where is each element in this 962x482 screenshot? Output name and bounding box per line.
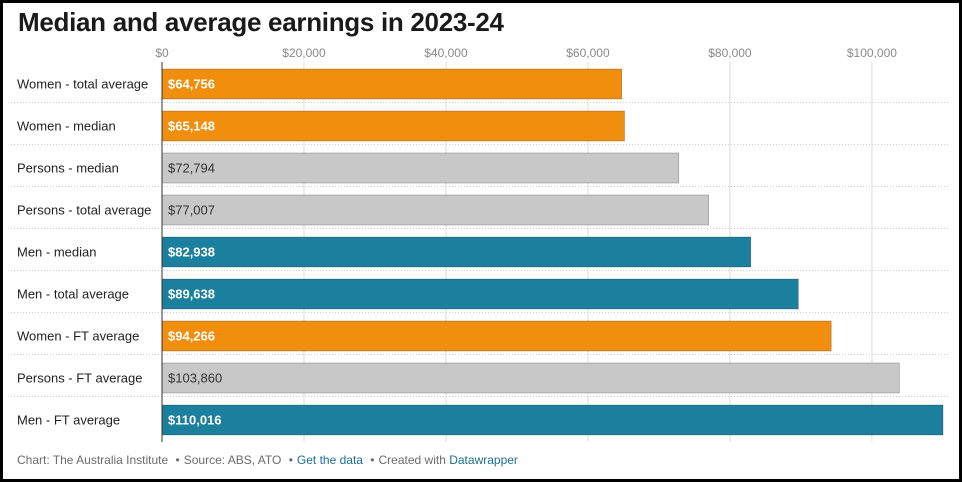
category-label: Persons - total average [17, 203, 151, 218]
category-label: Men - total average [17, 287, 129, 302]
chart-footer: Chart: The Australia Institute • Source: … [17, 453, 518, 467]
bar [161, 110, 625, 142]
value-label: $82,938 [168, 245, 215, 260]
category-label: Persons - median [17, 161, 119, 176]
bar [161, 194, 709, 226]
footer-separator: • [175, 453, 180, 467]
category-label: Women - median [17, 119, 116, 134]
category-label: Persons - FT average [17, 371, 142, 386]
footer-separator: • [288, 453, 293, 467]
bar [161, 236, 752, 268]
chart-source: Source: ABS, ATO [183, 453, 282, 467]
bar [161, 320, 832, 352]
value-label: $103,860 [168, 371, 222, 386]
value-label: $65,148 [168, 119, 215, 134]
value-label: $77,007 [168, 203, 215, 218]
created-with-text: Created with [378, 453, 446, 467]
get-the-data-link[interactable]: Get the data [296, 453, 363, 467]
value-label: $64,756 [168, 77, 215, 92]
chart-title: Median and average earnings in 2023-24 [18, 7, 504, 37]
category-label: Men - FT average [17, 413, 120, 428]
category-label: Women - FT average [17, 329, 139, 344]
x-tick-label: $80,000 [708, 46, 752, 60]
x-tick-label: $0 [155, 46, 169, 60]
value-label: $89,638 [168, 287, 215, 302]
bar [161, 404, 944, 436]
value-label: $72,794 [168, 161, 215, 176]
bar-chart: $0 $20,000 $40,000 $60,000 $80,000 $100,000 Wo… [11, 46, 948, 442]
value-label: $110,016 [168, 413, 222, 428]
bar [161, 278, 799, 310]
x-tick-label: $100,000 [847, 46, 897, 60]
chart-card: Median and average earnings in 2023-24 $… [3, 3, 959, 479]
category-label: Men - median [17, 245, 96, 260]
category-label: Women - total average [17, 77, 148, 92]
bar [161, 152, 680, 184]
datawrapper-link[interactable]: Datawrapper [449, 453, 518, 467]
x-tick-label: $40,000 [424, 46, 468, 60]
x-tick-label: $20,000 [282, 46, 326, 60]
chart-credit: Chart: The Australia Institute [17, 453, 169, 467]
bar [161, 362, 900, 394]
value-label: $94,266 [168, 329, 215, 344]
x-tick-label: $60,000 [566, 46, 610, 60]
footer-separator: • [370, 453, 375, 467]
bar [161, 68, 623, 100]
